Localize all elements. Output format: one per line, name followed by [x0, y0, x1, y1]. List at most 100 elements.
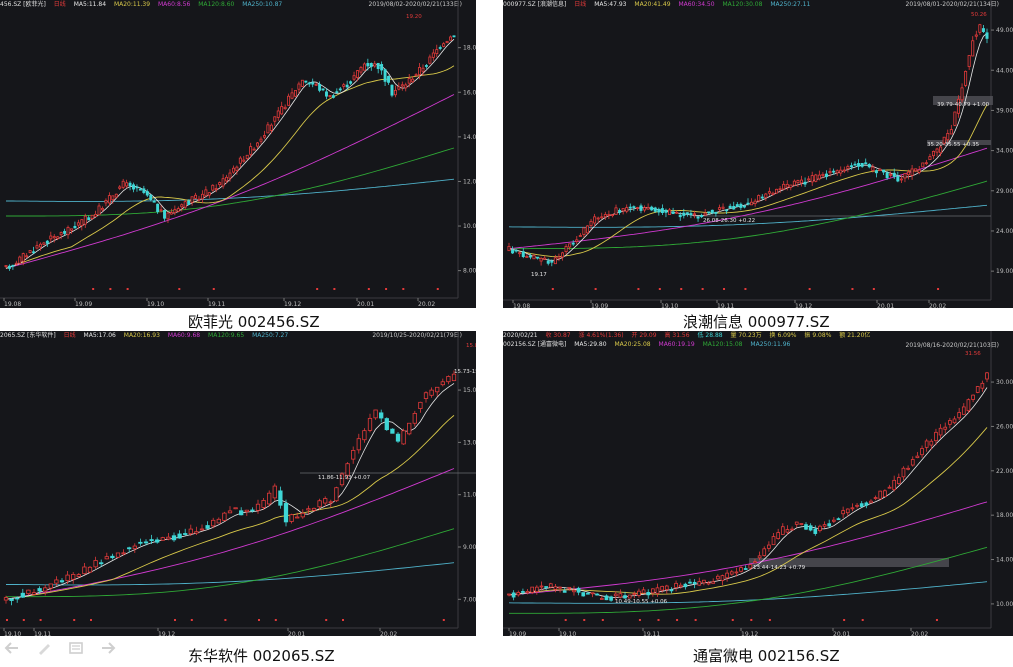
period-label: 日线 [574, 1, 587, 8]
candle-body [207, 192, 211, 196]
candle-body [760, 196, 764, 199]
candle-body [435, 49, 439, 55]
candle-body [593, 216, 597, 224]
candle-body [803, 181, 807, 185]
ma60-label: MA60:19.19 [658, 341, 695, 348]
candle-body [323, 498, 328, 504]
chart-panel-oufeiguang[interactable]: 456.SZ [欧菲光] 日线 MA5:11.84 MA20:11.39 MA6… [0, 0, 476, 308]
candle-body [543, 257, 547, 260]
signal-marker [680, 288, 683, 290]
candle-body [623, 595, 627, 599]
y-tick-label: 24.00 [996, 228, 1013, 235]
candle-body [939, 146, 943, 154]
candle-body [935, 148, 939, 153]
candle-body [655, 587, 660, 594]
stock-code-label: 002156.SZ [通富微电] [503, 341, 567, 348]
chart-header: 000977.SZ [浪潮信息] 日线 MA5:47.93 MA20:41.49… [503, 0, 816, 10]
candle-body [331, 95, 335, 98]
candle-body [349, 81, 353, 84]
chart-plot: 7.00 9.00 11.00 13.00 15.00 19.10 19.11 19.12 20… [0, 331, 476, 636]
candle-body [550, 260, 554, 263]
candle-body [821, 173, 825, 176]
back-arrow-icon[interactable] [4, 641, 20, 655]
candle-body [910, 459, 915, 466]
candle-body [771, 192, 775, 195]
candle-body [83, 215, 87, 225]
candle-body [238, 157, 242, 164]
candle-body [790, 528, 794, 531]
x-tick-label: 19.11 [34, 631, 51, 636]
ma250-label: MA250:7.27 [252, 332, 289, 339]
signal-marker [178, 288, 181, 290]
candle-body [525, 256, 529, 258]
price-annotation: 31.56 [965, 351, 981, 357]
signal-marker [843, 619, 846, 621]
y-tick-label: 10.00 [996, 601, 1013, 608]
candle-body [250, 509, 255, 512]
candle-body [114, 193, 118, 198]
ma60-label: MA60:9.68 [167, 332, 201, 339]
candle-body [660, 208, 664, 214]
candle-body [835, 170, 839, 174]
candle-body [49, 235, 53, 240]
candle-body [334, 487, 339, 502]
candle-body [149, 539, 154, 542]
candle-body [637, 590, 641, 596]
candle-body [393, 90, 397, 96]
candle-body [780, 526, 785, 535]
candle-body [351, 450, 356, 460]
candle-body [841, 510, 845, 515]
candle-body [892, 172, 896, 177]
candle-body [832, 519, 836, 522]
slides-icon[interactable] [68, 641, 84, 655]
candle-body [155, 539, 160, 543]
signal-marker [109, 288, 112, 290]
candle-body [771, 536, 776, 546]
candle-body [807, 178, 811, 181]
candle-body [138, 188, 142, 191]
signal-marker [6, 619, 8, 621]
chart-panel-langchao[interactable]: 000977.SZ [浪潮信息] 日线 MA5:47.93 MA20:41.49… [503, 0, 1013, 308]
candle-body [273, 116, 277, 122]
candle-body [132, 184, 135, 190]
signal-marker [258, 619, 260, 621]
chart-panel-tongfu[interactable]: 2020/02/21 收 30.87 涨 4.61%(1.36) 开 29.09… [503, 331, 1013, 636]
price-annotation: 39.79-40.79 +1.00 [937, 102, 990, 108]
candle-body [76, 574, 81, 577]
candle-body [190, 196, 194, 203]
candle-body [700, 214, 704, 218]
candle-body [138, 541, 143, 544]
candle-body [423, 392, 429, 399]
candle-body [278, 490, 283, 506]
y-tick-label: 26.00 [996, 423, 1013, 430]
chart-panel-donghua[interactable]: 2065.SZ [东华软件] 日线 MA5:17.06 MA20:16.93 M… [0, 331, 476, 636]
candle-body [249, 146, 253, 155]
x-tick-label: 19.09 [509, 631, 526, 636]
signal-marker [723, 288, 726, 290]
candle-body [576, 587, 581, 593]
chart-header: 456.SZ [欧菲光] 日线 MA5:11.84 MA20:11.39 MA6… [0, 0, 288, 10]
candle-body [166, 212, 170, 220]
signal-marker [851, 288, 854, 290]
ma20-label: MA20:16.93 [123, 332, 160, 339]
candle-body [373, 63, 377, 67]
candle-body [949, 129, 953, 135]
price-annotation: 15.73-15.74 +0.01 [454, 369, 476, 375]
price-band [933, 96, 993, 105]
candle-body [971, 394, 975, 400]
candle-body [878, 490, 883, 500]
quote-amount: 额 21.20亿 [839, 332, 871, 339]
y-tick-label: 39.00 [996, 107, 1013, 114]
forward-arrow-icon[interactable] [100, 641, 116, 655]
y-tick-label: 18.00 [996, 512, 1013, 519]
pen-icon[interactable] [36, 641, 52, 655]
date-range: 2019/08/02-2020/02/21(133日) [368, 1, 462, 8]
candle-body [871, 166, 875, 171]
candle-body [87, 566, 93, 573]
y-tick-label: 14.00 [463, 134, 476, 141]
candle-body [440, 381, 445, 386]
candle-body [211, 184, 215, 191]
candle-body [864, 162, 868, 165]
y-tick-label: 12.00 [463, 178, 476, 185]
candle-body [632, 593, 637, 595]
